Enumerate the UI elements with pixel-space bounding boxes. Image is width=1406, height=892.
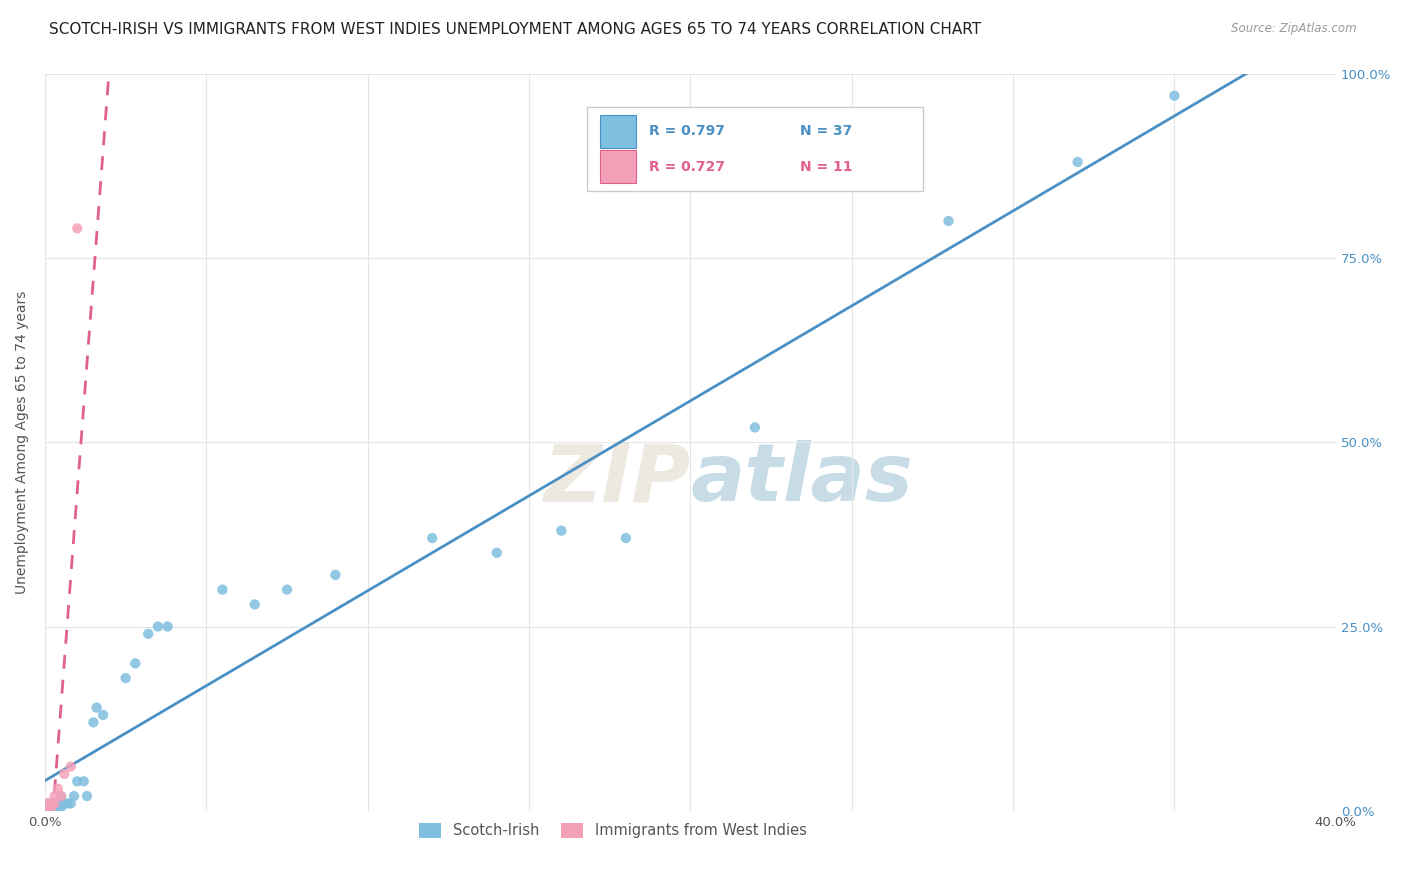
Point (37, 797, 59, 811)
Point (136, 627, 159, 641)
Point (66, 221, 89, 235)
Point (276, 582, 298, 597)
Point (156, 619, 179, 633)
Point (46, 800, 69, 814)
Point (73, 774, 96, 789)
Point (37, 800, 59, 814)
Point (744, 420, 766, 434)
Legend: Scotch-Irish, Immigrants from West Indies: Scotch-Irish, Immigrants from West Indie… (413, 817, 813, 844)
Point (37, 797, 59, 811)
Point (91, 708, 114, 723)
Point (938, 214, 960, 228)
Point (53, 797, 76, 811)
Point (44, 789, 66, 803)
Point (41, 797, 63, 811)
Point (49, 800, 72, 814)
Text: N = 11: N = 11 (800, 161, 852, 174)
Point (49, 789, 72, 803)
Point (485, 546, 508, 560)
Text: Source: ZipAtlas.com: Source: ZipAtlas.com (1232, 22, 1357, 36)
Point (325, 568, 347, 582)
Point (550, 524, 572, 538)
Text: SCOTCH-IRISH VS IMMIGRANTS FROM WEST INDIES UNEMPLOYMENT AMONG AGES 65 TO 74 YEA: SCOTCH-IRISH VS IMMIGRANTS FROM WEST IND… (49, 22, 981, 37)
Text: atlas: atlas (690, 440, 912, 518)
Point (614, 531, 637, 545)
Point (1163, 88, 1185, 103)
Point (46, 797, 69, 811)
Point (124, 657, 146, 671)
Point (44, 797, 66, 811)
Point (49, 789, 72, 803)
Point (211, 582, 233, 597)
Point (41, 800, 63, 814)
Point (114, 671, 136, 685)
Point (37, 800, 59, 814)
Text: N = 37: N = 37 (800, 124, 852, 138)
Point (41, 797, 63, 811)
Point (44, 797, 66, 811)
Text: R = 0.727: R = 0.727 (650, 161, 725, 174)
Point (46, 781, 69, 796)
Point (76, 789, 98, 803)
Point (41, 800, 63, 814)
Text: R = 0.797: R = 0.797 (650, 124, 725, 138)
Point (86, 700, 108, 714)
Text: ZIP: ZIP (543, 440, 690, 518)
Point (53, 767, 76, 781)
Point (420, 531, 443, 545)
Point (243, 598, 266, 612)
Point (56, 797, 79, 811)
Point (63, 789, 86, 803)
Point (1066, 155, 1088, 169)
FancyBboxPatch shape (588, 107, 922, 192)
Y-axis label: Unemployment Among Ages 65 to 74 years: Unemployment Among Ages 65 to 74 years (15, 291, 30, 594)
Point (59, 797, 82, 811)
Point (44, 800, 66, 814)
Point (66, 774, 89, 789)
FancyBboxPatch shape (600, 115, 636, 148)
FancyBboxPatch shape (600, 150, 636, 184)
Point (82, 715, 104, 730)
Point (59, 759, 82, 773)
Point (146, 619, 169, 633)
